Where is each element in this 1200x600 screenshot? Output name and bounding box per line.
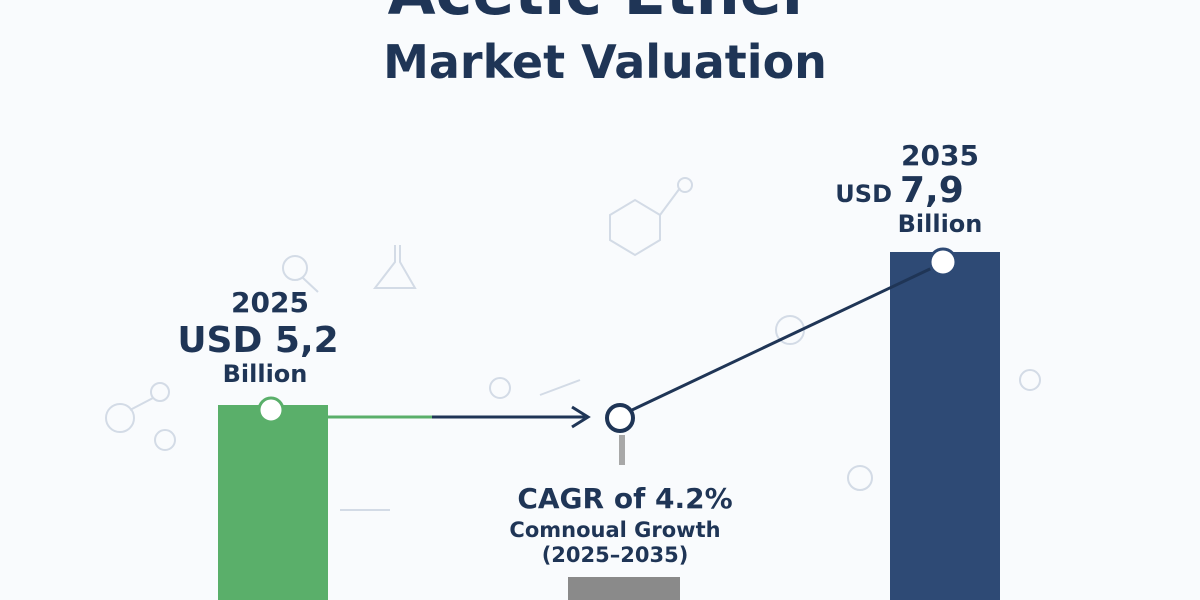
end-year: 2035: [901, 139, 979, 172]
end-currency: USD: [835, 180, 892, 208]
growth-bar: [568, 577, 680, 600]
title: Acetic Ether: [388, 0, 813, 29]
connector-tick: [619, 435, 625, 465]
mid-marker: [605, 403, 635, 433]
arrow-head: [571, 405, 591, 429]
end-amount: 7,9: [900, 170, 964, 211]
cagr-period: (2025–2035): [542, 543, 689, 567]
start-bar: [218, 405, 328, 600]
start-year: 2025: [231, 286, 309, 319]
cagr-headline: CAGR of 4.2%: [517, 482, 732, 515]
subtitle: Market Valuation: [383, 35, 827, 89]
start-marker: [257, 396, 285, 424]
start-value: USD 5,2: [177, 320, 338, 361]
end-marker: [928, 247, 958, 277]
start-unit: Billion: [223, 360, 308, 388]
end-bar: [890, 252, 1000, 600]
end-unit: Billion: [898, 210, 983, 238]
trend-line: [631, 266, 933, 412]
cagr-caption: Comnoual Growth: [509, 518, 720, 542]
